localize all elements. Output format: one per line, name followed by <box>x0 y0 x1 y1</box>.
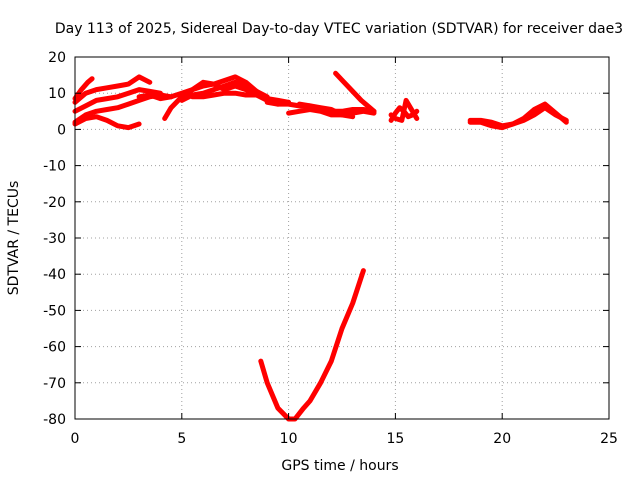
y-tick-label: -10 <box>43 159 66 175</box>
series-arc-2 <box>72 87 163 114</box>
series-arc-17 <box>467 105 569 131</box>
x-tick-label: 15 <box>386 431 404 447</box>
y-tick-label: 10 <box>48 86 66 102</box>
y-axis-label: SDTVAR / TECUs <box>6 181 22 296</box>
series-arc-9 <box>190 90 292 105</box>
chart-title: Day 113 of 2025, Sidereal Day-to-day VTE… <box>55 21 623 37</box>
x-tick-label: 5 <box>177 431 186 447</box>
x-tick-label: 0 <box>71 431 80 447</box>
y-tick-label: -30 <box>43 231 66 247</box>
series-arc-4 <box>72 114 142 131</box>
series-arc-5 <box>72 76 95 102</box>
y-tick-label: -40 <box>43 267 66 283</box>
series-arc-13 <box>333 70 377 114</box>
series-arc-11 <box>286 107 377 118</box>
x-tick-label: 10 <box>280 431 298 447</box>
series-arc-12 <box>296 101 356 120</box>
y-tick-label: 0 <box>57 122 66 138</box>
x-tick-label: 20 <box>493 431 511 447</box>
series-arc-18 <box>258 268 366 422</box>
series-layer <box>72 70 569 422</box>
series-arc-15 <box>388 97 420 123</box>
y-tick-label: -70 <box>43 376 66 392</box>
x-tick-label: 25 <box>600 431 618 447</box>
axis-layer: -80 -70 -60 -50 -40 -30 -20 -10 0 10 20 0 5 10 15 20 25 <box>43 50 618 447</box>
y-tick-label: -50 <box>43 303 66 319</box>
y-tick-label: -60 <box>43 340 66 356</box>
y-tick-label: 20 <box>48 50 66 66</box>
x-axis-label: GPS time / hours <box>281 458 398 474</box>
plot-frame <box>74 56 610 420</box>
series-arc-1 <box>72 74 153 105</box>
y-tick-label: -80 <box>43 412 66 428</box>
y-tick-label: -20 <box>43 195 66 211</box>
